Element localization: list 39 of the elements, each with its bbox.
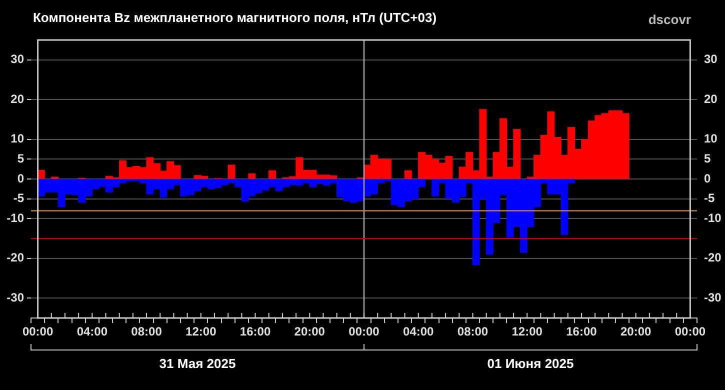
- bar: [248, 174, 256, 179]
- x-tick-label: 00:00: [22, 324, 54, 339]
- y-tick-label: 0: [17, 171, 24, 186]
- y-tick-label: -10: [6, 211, 24, 226]
- y2-tick-label: 0: [704, 171, 711, 186]
- bar: [268, 170, 276, 179]
- y2-tick-label: -5: [704, 191, 715, 206]
- y-tick-label: 10: [10, 132, 24, 146]
- y-tick-label: 30: [10, 52, 24, 66]
- y2-tick-label: 5: [704, 151, 711, 166]
- y-tick-label: -5: [13, 191, 24, 206]
- x-tick-label: 12:00: [512, 324, 543, 339]
- text: 31 Мая 2025: [159, 356, 236, 371]
- x-tick-label: 12:00: [186, 324, 217, 339]
- x-tick-label: 20:00: [620, 324, 652, 339]
- y-tick-label: 5: [17, 151, 24, 166]
- y2-tick-label: -10: [704, 211, 722, 226]
- y2-tick-label: -20: [704, 250, 722, 265]
- x-tick-label: 04:00: [76, 324, 108, 339]
- y2-tick-label: 20: [704, 92, 718, 106]
- chart-subtitle: dscovr: [648, 12, 691, 27]
- x-tick-label: 00:00: [348, 324, 380, 339]
- x-tick-label: 16:00: [566, 324, 598, 339]
- y2-tick-label: 10: [704, 132, 718, 146]
- bar: [228, 164, 236, 179]
- text: 01 Июня 2025: [487, 356, 574, 371]
- x-tick-label: 16:00: [240, 324, 271, 339]
- x-tick-label: 20:00: [294, 324, 326, 339]
- y2-tick-label: 30: [704, 52, 718, 66]
- y-tick-label: -30: [6, 290, 24, 304]
- bar: [404, 170, 412, 179]
- x-tick-label: 08:00: [457, 324, 488, 339]
- y-tick-label: 20: [10, 92, 24, 106]
- x-tick-label: 00:00: [674, 324, 706, 339]
- chart-title: Компонента Bz межпланетного магнитного поля, нТл (UTC+03): [33, 10, 437, 25]
- x-tick-label: 08:00: [131, 324, 162, 339]
- y2-tick-label: -30: [704, 290, 722, 304]
- y-tick-label: -20: [6, 250, 24, 265]
- x-tick-label: 04:00: [403, 324, 434, 339]
